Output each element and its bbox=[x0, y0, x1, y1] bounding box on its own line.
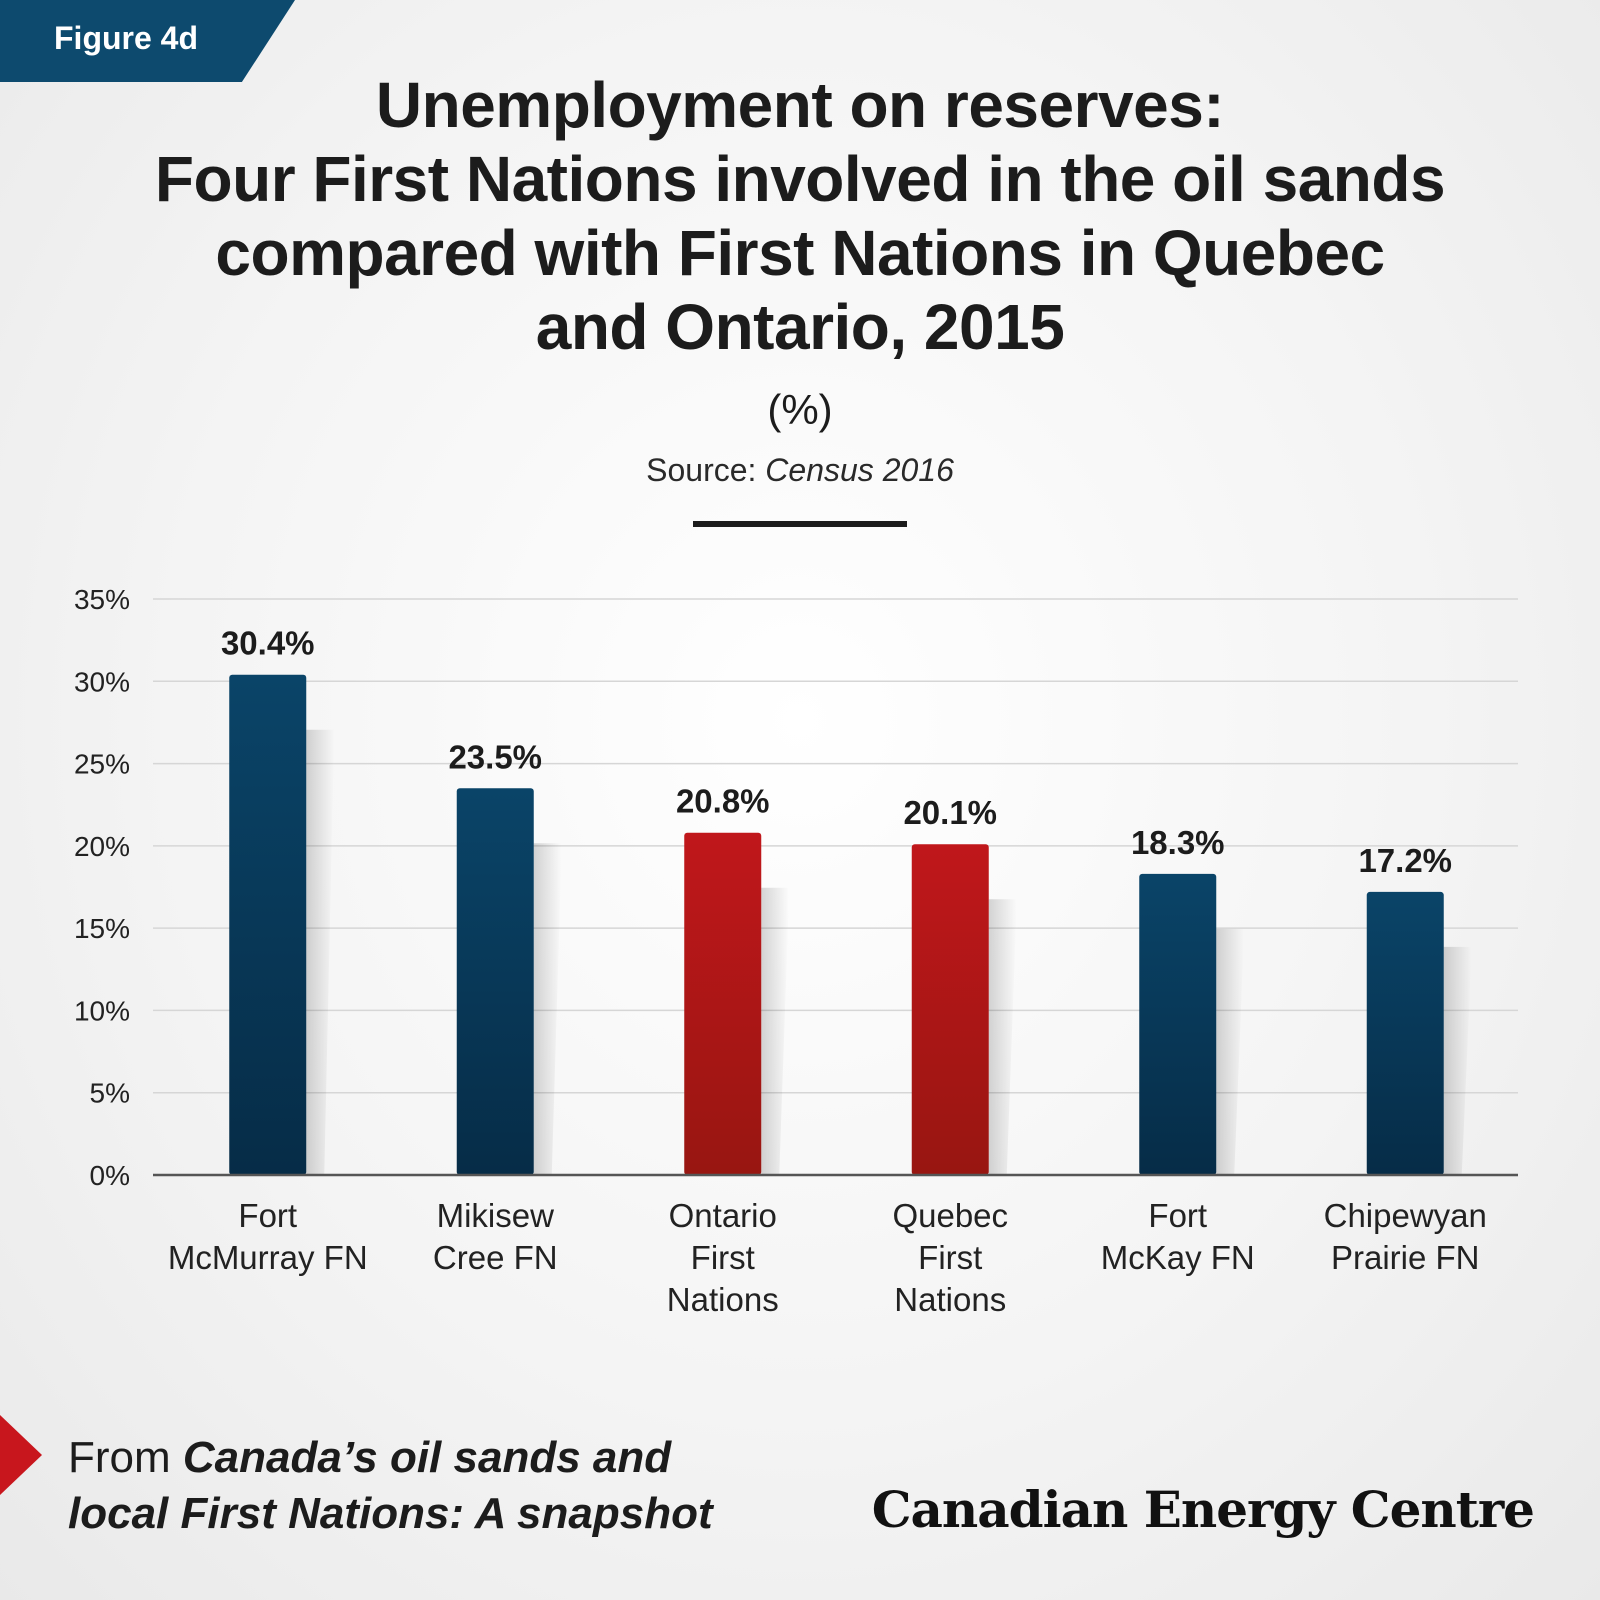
x-tick-label: Quebec First Nations bbox=[892, 1197, 1008, 1318]
bar-shadow bbox=[533, 843, 562, 1175]
x-tick-label-line: Chipewyan bbox=[1324, 1197, 1487, 1234]
figure-tag: Figure 4d bbox=[0, 0, 295, 82]
figure-label: Figure 4d bbox=[54, 20, 199, 56]
footer-arrow-icon bbox=[0, 1415, 42, 1495]
footer-publication-line-1: Canada’s oil sands and bbox=[182, 1433, 672, 1482]
y-tick-label: 25% bbox=[74, 749, 130, 780]
bar-shadow bbox=[1443, 946, 1472, 1175]
x-tick-label-line: Cree FN bbox=[433, 1239, 558, 1276]
y-tick-label: 30% bbox=[74, 666, 130, 697]
bar-shadow bbox=[988, 899, 1017, 1175]
footer-text: From Canada’s oil sands and local First … bbox=[68, 1430, 713, 1542]
bar bbox=[229, 674, 307, 1175]
grid-lines bbox=[153, 598, 1518, 1094]
data-label: 30.4% bbox=[221, 625, 315, 662]
chart-title: Unemployment on reserves: Four First Nat… bbox=[60, 68, 1540, 364]
data-label: 17.2% bbox=[1358, 842, 1452, 879]
x-tick-label-line: Nations bbox=[667, 1281, 779, 1318]
title-line-1: Unemployment on reserves: bbox=[375, 69, 1225, 141]
bars bbox=[229, 674, 1444, 1175]
x-tick-label-line: McKay FN bbox=[1101, 1239, 1255, 1276]
bar bbox=[911, 844, 989, 1175]
x-tick-label-line: Prairie FN bbox=[1331, 1239, 1480, 1276]
data-label: 23.5% bbox=[448, 738, 542, 775]
x-tick-label: Mikisew Cree FN bbox=[433, 1197, 558, 1276]
bar bbox=[684, 832, 762, 1175]
x-tick-label: Chipewyan Prairie FN bbox=[1324, 1197, 1487, 1276]
data-label: 20.8% bbox=[676, 783, 770, 820]
y-tick-label: 20% bbox=[74, 831, 130, 862]
source-prefix: Source: bbox=[646, 452, 766, 488]
data-label: 18.3% bbox=[1131, 824, 1225, 861]
title-divider bbox=[693, 521, 907, 527]
bar bbox=[1366, 891, 1444, 1175]
x-tick-label: Fort McMurray FN bbox=[168, 1197, 368, 1276]
y-tick-label: 0% bbox=[90, 1160, 130, 1191]
x-tick-label: Fort McKay FN bbox=[1101, 1197, 1255, 1276]
x-tick-label-line: First bbox=[918, 1239, 982, 1276]
bar bbox=[1139, 873, 1217, 1175]
y-tick-label: 5% bbox=[90, 1078, 130, 1109]
y-tick-label: 35% bbox=[74, 584, 130, 615]
title-line-4: and Ontario, 2015 bbox=[535, 291, 1065, 363]
y-axis-ticks: 0% 5% 10% 15% 20% 25% 30% 35% bbox=[74, 584, 130, 1191]
bar-shadow bbox=[306, 729, 335, 1175]
unit-label: (%) bbox=[767, 386, 833, 433]
x-tick-label-line: Ontario bbox=[669, 1197, 777, 1234]
x-tick-label-line: McMurray FN bbox=[168, 1239, 368, 1276]
bar-shadow bbox=[1216, 928, 1245, 1175]
bar-chart: 0% 5% 10% 15% 20% 25% 30% 35% 30.4% 23.5% 20.8% 20… bbox=[74, 584, 1518, 1318]
x-axis-labels: Fort McMurray FN Mikisew Cree FN Ontario Firs… bbox=[168, 1197, 1487, 1318]
bar-shadow bbox=[761, 887, 790, 1175]
x-tick-label: Ontario First Nations bbox=[667, 1197, 779, 1318]
title-line-2: Four First Nations involved in the oil s… bbox=[154, 143, 1446, 215]
bar-shadows bbox=[306, 729, 1472, 1175]
x-tick-label-line: Mikisew bbox=[437, 1197, 555, 1234]
x-tick-label-line: Quebec bbox=[892, 1197, 1008, 1234]
source-name: Census 2016 bbox=[765, 452, 954, 488]
x-tick-label-line: Nations bbox=[894, 1281, 1006, 1318]
x-tick-label-line: Fort bbox=[238, 1197, 297, 1234]
footer-publication-line-2: local First Nations: A snapshot bbox=[68, 1489, 713, 1538]
y-tick-label: 10% bbox=[74, 995, 130, 1026]
x-tick-label-line: First bbox=[691, 1239, 755, 1276]
bar bbox=[456, 788, 534, 1175]
data-labels: 30.4% 23.5% 20.8% 20.1% 18.3% 17.2% bbox=[221, 625, 1452, 879]
brand-logo: Canadian Energy Centre bbox=[871, 1480, 1535, 1539]
footer-prefix: From bbox=[68, 1433, 183, 1482]
source-line: Source: Census 2016 bbox=[0, 452, 1600, 489]
data-label: 20.1% bbox=[903, 794, 997, 831]
title-line-3: compared with First Nations in Quebec bbox=[215, 217, 1385, 289]
y-tick-label: 15% bbox=[74, 913, 130, 944]
x-tick-label-line: Fort bbox=[1148, 1197, 1207, 1234]
